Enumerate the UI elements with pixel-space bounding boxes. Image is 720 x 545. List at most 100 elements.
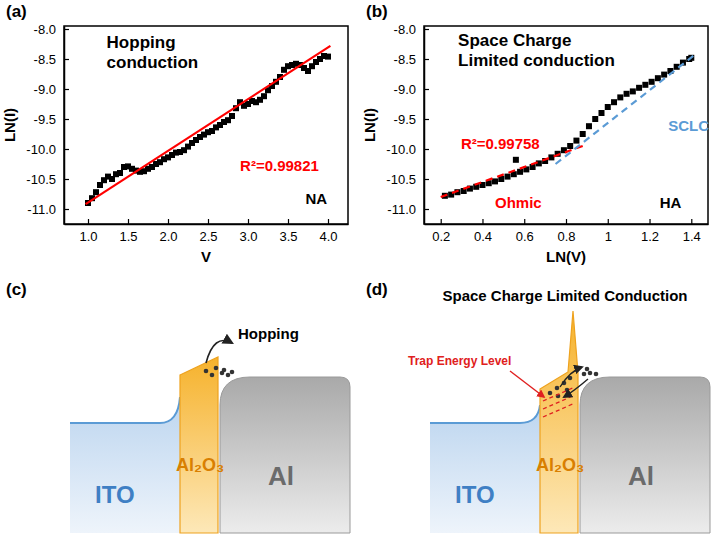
x-tick-label: 2.0 [159, 229, 177, 244]
y-tick-label: -9.0 [394, 82, 416, 97]
y-tick: -10.5 [386, 172, 429, 187]
x-tick: 3.5 [279, 219, 297, 244]
chart-panel: 0.20.40.60.811.21.4-11.0-10.5-10.0-9.5-9… [361, 2, 709, 265]
x-tick: 0.8 [557, 219, 575, 244]
y-tick-label: -8.0 [34, 22, 56, 37]
y-tick: -10.5 [26, 172, 69, 187]
data-point [325, 54, 331, 60]
annotation: HA [660, 194, 682, 211]
data-point [492, 178, 498, 184]
al-band [580, 377, 710, 533]
electron [214, 366, 219, 371]
x-tick: 2.0 [159, 219, 177, 244]
annotation: SCLC [668, 117, 709, 134]
layer-label: Al [628, 461, 654, 491]
layer-label: Al₂O₃ [176, 455, 224, 475]
y-tick-label: -9.5 [34, 112, 56, 127]
hopping-arrow [206, 341, 232, 364]
x-tick-label: 0.8 [557, 229, 575, 244]
plot-frame [64, 26, 348, 224]
process-label: Space Charge Limited Conduction [442, 287, 687, 304]
ito-band [430, 405, 540, 533]
al2o3-barrier [180, 357, 218, 533]
al2o3-barrier [540, 311, 578, 533]
layer-label: ITO [95, 481, 135, 508]
data-point [611, 99, 617, 105]
ito-band [70, 397, 180, 533]
annotation: Ohmic [495, 194, 542, 211]
band-diagram: ITOAl₂O₃Al(d)Space Charge Limited Conduc… [366, 280, 710, 533]
data-point [655, 75, 661, 81]
ito-edge [70, 397, 180, 423]
y-axis-title: LN(I) [361, 108, 378, 142]
y-axis-title: LN(I) [1, 108, 18, 142]
layer-label: Al [268, 461, 294, 491]
y-tick-label: -10.5 [386, 172, 416, 187]
x-tick-label: 0.6 [516, 229, 534, 244]
x-tick-label: 1.4 [683, 229, 701, 244]
x-tick: 1.4 [683, 219, 701, 244]
x-tick-label: 1.2 [641, 229, 659, 244]
layer-label: Al₂O₃ [536, 455, 584, 475]
data-point [548, 154, 554, 160]
data-point [630, 88, 636, 94]
electron [204, 369, 209, 374]
y-axis: -11.0-10.5-10.0-9.5-9.0-8.5-8.0 [26, 22, 69, 225]
data-point [117, 170, 123, 176]
data-point [567, 143, 573, 149]
data-point [580, 131, 586, 137]
data-point [605, 104, 611, 110]
data-point [617, 94, 623, 100]
annotation: NA [305, 190, 327, 207]
electron [210, 373, 215, 378]
x-tick-label: 1.5 [119, 229, 137, 244]
trap-label: Trap Energy Level [408, 354, 511, 368]
trap-level [543, 395, 575, 409]
data-point [661, 72, 667, 78]
panel-label: (b) [366, 2, 388, 21]
chart-panel: 1.0 1.5 2.0 2.5 3.0 3.5 4.0 -11.0 -10.5 -10.0 -9.5… [1, 2, 349, 265]
chart-title: Hoppingconduction [107, 33, 199, 72]
x-tick-label: 2.5 [199, 229, 217, 244]
x-tick: 1 [605, 219, 612, 244]
x-tick: 2.5 [199, 219, 217, 244]
data-point [649, 79, 655, 85]
data-point [636, 85, 642, 91]
electron [582, 372, 587, 377]
x-tick-label: 1 [605, 229, 612, 244]
y-tick-label: -10.0 [26, 142, 56, 157]
x-tick: 3.0 [239, 219, 257, 244]
process-label: Hopping [238, 325, 299, 342]
electron [555, 386, 560, 391]
y-axis: -11.0-10.5-10.0-9.5-9.0-8.5-8.0 [386, 22, 429, 225]
chart-title: Space ChargeLimited conduction [458, 31, 615, 70]
data-point [586, 123, 592, 129]
electron [226, 373, 231, 378]
electron [548, 391, 553, 396]
x-tick: 1.0 [79, 219, 97, 244]
data-point [642, 82, 648, 88]
data-point [229, 113, 235, 119]
ito-edge [430, 405, 540, 423]
panel-label: (c) [6, 280, 27, 299]
data-point [592, 116, 598, 122]
y-tick-label: -9.0 [34, 82, 56, 97]
data-point [624, 91, 630, 97]
panel-label: (a) [6, 2, 27, 21]
x-tick-label: 3.0 [239, 229, 257, 244]
y-tick-label: -8.0 [394, 22, 416, 37]
trap-arrow [510, 371, 544, 397]
fit-line [556, 54, 696, 164]
al-band [220, 377, 350, 533]
x-axis: 1.0 1.5 2.0 2.5 3.0 3.5 4.0 [65, 219, 349, 244]
plot-area [85, 46, 331, 206]
x-axis: 0.20.40.60.811.21.4 [425, 219, 709, 244]
y-tick-label: -11.0 [387, 202, 416, 217]
y-tick: -10.0 [26, 142, 69, 157]
x-tick: 1.2 [641, 219, 659, 244]
y-tick-label: -11.0 [27, 202, 56, 217]
y-tick-label: -8.5 [394, 52, 416, 67]
band-diagram: ITO Al₂O₃ Al (c) Hopping [6, 280, 350, 533]
electron [588, 371, 593, 376]
x-tick-label: 4.0 [319, 229, 337, 244]
